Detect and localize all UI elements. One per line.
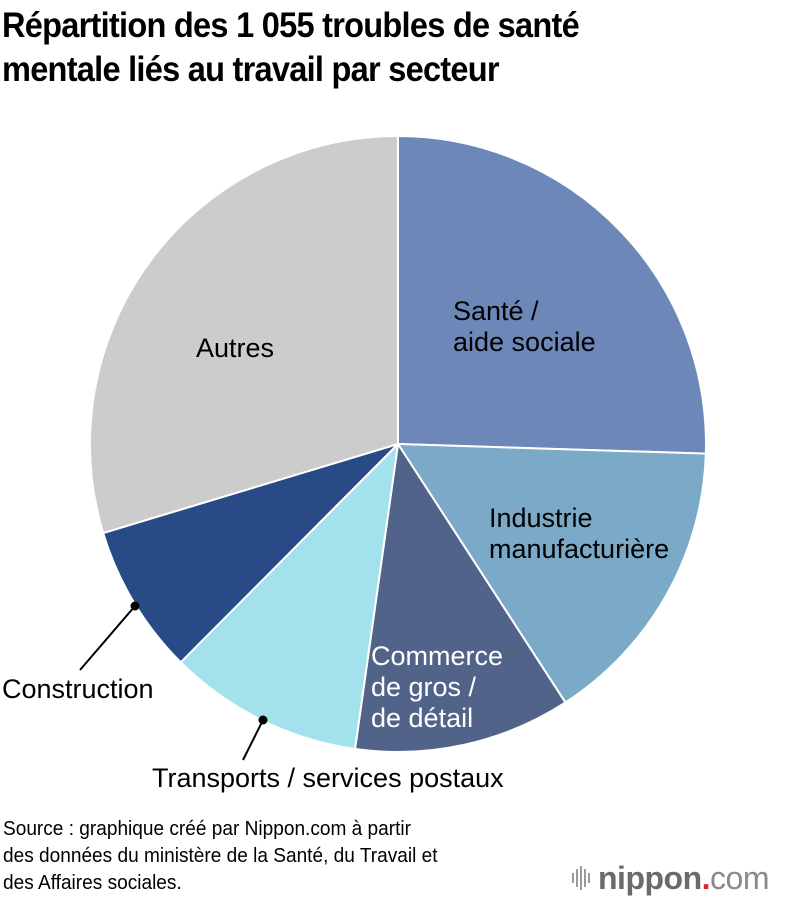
slice-label-autres: Autres	[196, 333, 275, 363]
soundwave-bars-icon	[572, 866, 590, 890]
pie-slice-sante	[397, 135, 707, 455]
slice-label-construction: Construction	[2, 674, 154, 704]
construction-pointer-dot	[130, 601, 140, 611]
nippon-logo: nippon.com	[572, 860, 769, 896]
transports-pointer-dot	[258, 715, 268, 725]
slice-label-industrie: Industrie manufacturière	[489, 503, 670, 564]
pie-slice-commerce	[354, 443, 567, 753]
pie-slice-autres	[89, 135, 399, 535]
logo-wordmark: nippon.com	[598, 859, 769, 896]
slice-label-commerce: Commerce de gros / de détail	[371, 641, 504, 733]
chart-title: Répartition des 1 055 troubles de santé …	[2, 4, 737, 92]
slice-label-sante: Santé / aide sociale	[453, 296, 596, 357]
pie-slice-industrie	[397, 443, 707, 704]
leader-lines	[79, 601, 268, 761]
chart-title-line2: mentale liés au travail par secteur	[2, 50, 500, 89]
chart-title-line1: Répartition des 1 055 troubles de santé	[2, 6, 580, 45]
slice-label-transports: Transports / services postaux	[152, 763, 504, 793]
source-note: Source : graphique créé par Nippon.com à…	[3, 817, 438, 894]
